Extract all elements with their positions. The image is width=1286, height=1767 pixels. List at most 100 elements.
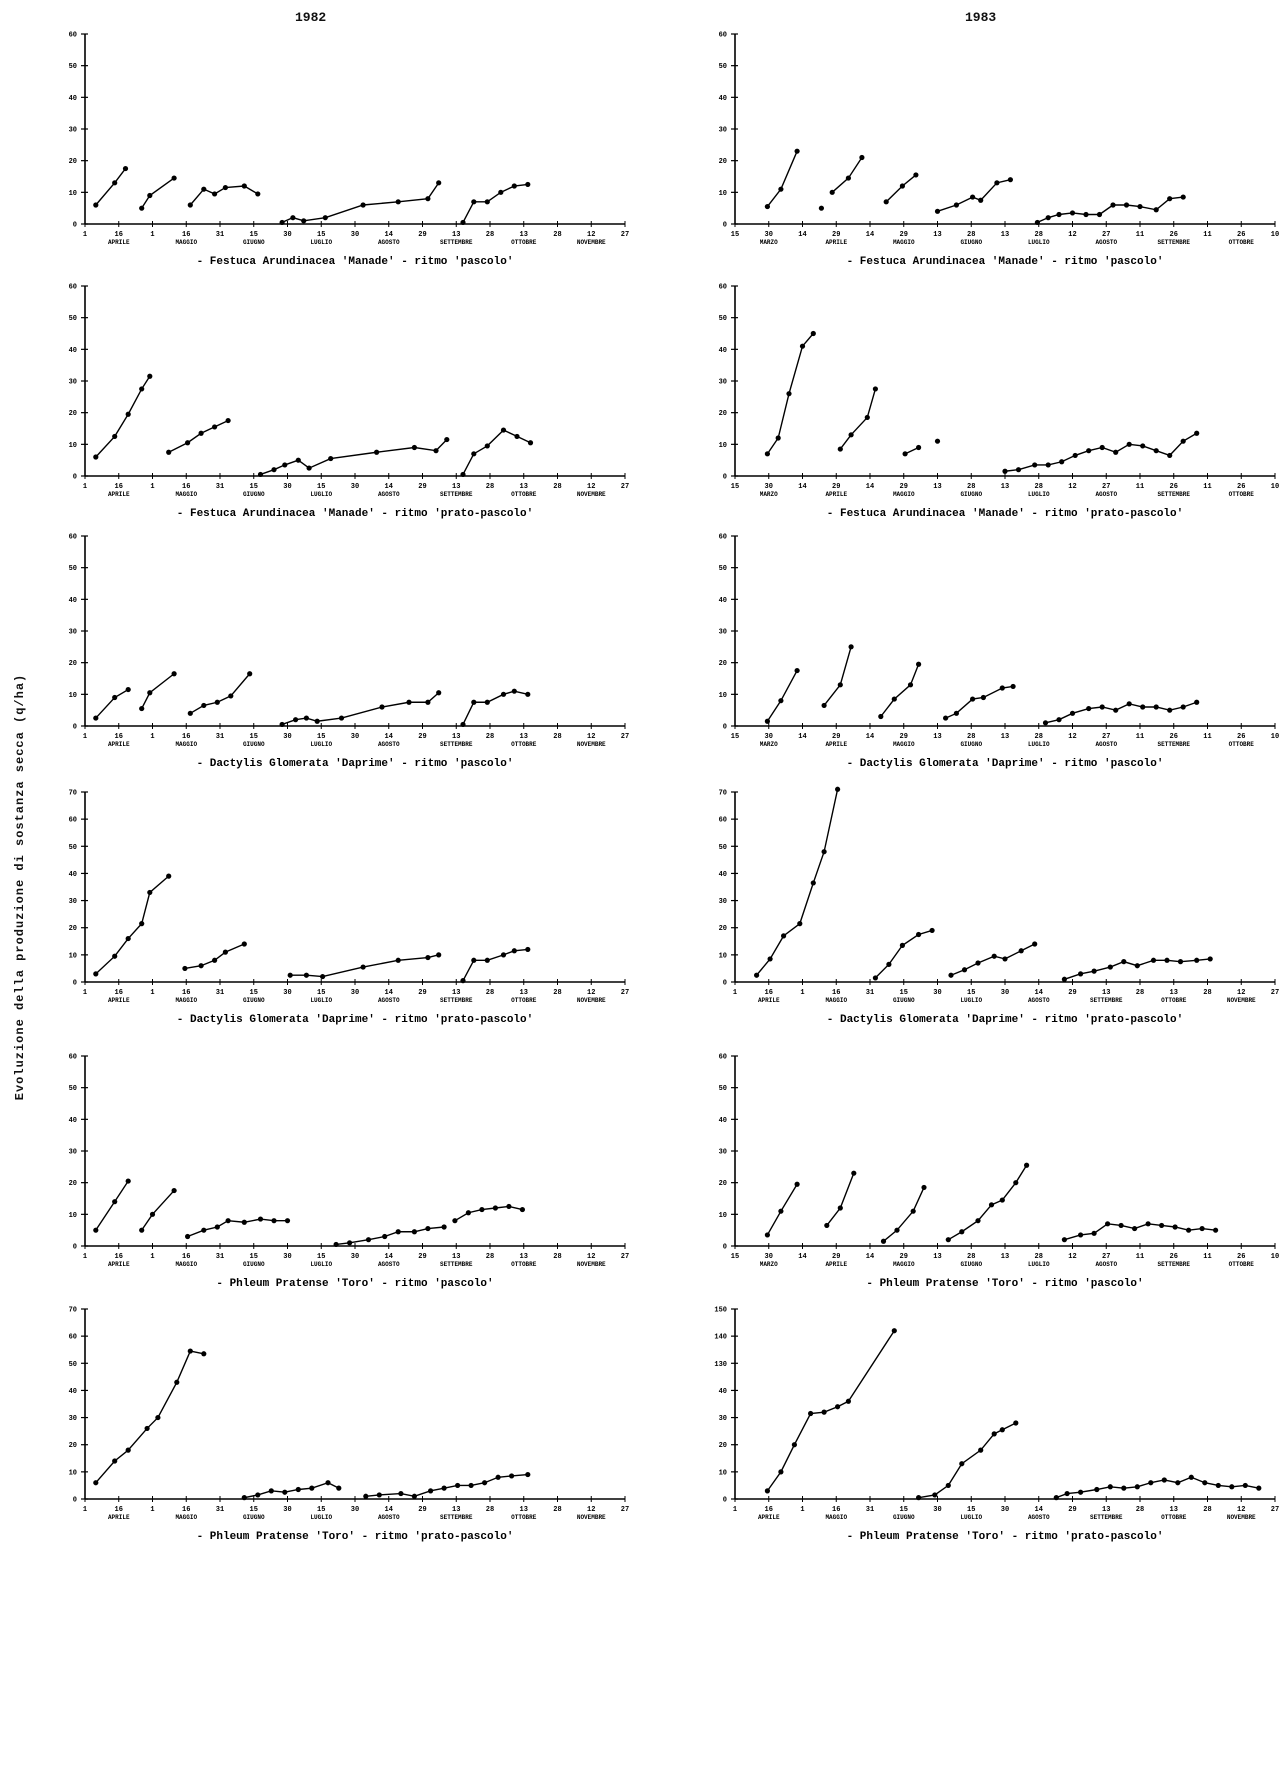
data-point xyxy=(333,1241,339,1248)
series-line xyxy=(189,185,259,206)
x-tick-label: 13 xyxy=(452,1506,460,1514)
x-tick-label: 26 xyxy=(1170,733,1178,741)
data-point xyxy=(125,1178,131,1184)
data-point xyxy=(886,961,892,967)
series-line xyxy=(826,1172,855,1226)
data-point xyxy=(425,954,431,961)
x-tick-label: 1 xyxy=(150,231,154,239)
chart-caption: - Dactylis Glomerata 'Daprime' - ritmo '… xyxy=(177,1014,533,1026)
data-point xyxy=(187,1348,193,1354)
series-line xyxy=(141,177,175,209)
data-point xyxy=(279,219,285,226)
data-point xyxy=(1180,194,1186,200)
y-tick-label: 10 xyxy=(69,442,77,450)
x-month-label: APRILE xyxy=(825,741,847,748)
series-line xyxy=(454,1205,523,1222)
data-point xyxy=(810,880,816,886)
series-line xyxy=(831,157,863,193)
data-point xyxy=(471,199,477,205)
data-point xyxy=(913,172,919,178)
data-point xyxy=(347,1240,353,1246)
y-tick-label: 0 xyxy=(723,222,727,230)
data-point xyxy=(1167,707,1173,713)
x-tick-label: 11 xyxy=(1203,733,1211,741)
y-tick-label: 10 xyxy=(69,1212,77,1220)
data-point xyxy=(1153,448,1159,454)
data-point xyxy=(797,921,803,927)
x-month-label: OTTOBRE xyxy=(511,239,537,246)
data-point xyxy=(500,427,507,433)
data-point xyxy=(837,1205,843,1211)
data-point xyxy=(93,202,99,208)
x-tick-label: 28 xyxy=(486,1253,494,1261)
x-tick-label: 26 xyxy=(1170,1253,1178,1261)
data-point xyxy=(460,721,466,728)
data-point xyxy=(139,705,145,712)
x-month-label: GIUGNO xyxy=(960,741,982,748)
x-tick-label: 29 xyxy=(418,231,426,239)
data-point xyxy=(1099,704,1105,710)
x-tick-label: 16 xyxy=(115,989,123,997)
chart-panel-5: 0 10 20 30 40 50 60 1 16 1 16 31 15 30 15 30 14 29 13 28 13 2… xyxy=(69,534,630,771)
x-month-label: NOVEMBRE xyxy=(577,741,606,748)
data-point xyxy=(338,715,345,721)
data-point xyxy=(425,196,431,202)
x-tick-label: 26 xyxy=(1237,733,1245,741)
y-tick-label: 40 xyxy=(719,347,727,355)
x-month-label: APRILE xyxy=(108,1514,130,1521)
x-tick-label: 30 xyxy=(933,1506,941,1514)
data-point xyxy=(872,386,878,392)
data-point xyxy=(1045,215,1051,221)
x-tick-label: 12 xyxy=(587,1506,595,1514)
x-month-label: MAGGIO xyxy=(175,997,197,1004)
y-tick-label: 20 xyxy=(719,1180,727,1188)
x-tick-label: 30 xyxy=(283,733,291,741)
x-tick-label: 28 xyxy=(486,231,494,239)
x-month-label: SETTEMBRE xyxy=(440,1261,473,1268)
data-point xyxy=(444,436,450,443)
x-month-label: AGOSTO xyxy=(378,1261,400,1268)
x-tick-label: 26 xyxy=(1237,1253,1245,1261)
x-tick-label: 28 xyxy=(553,1506,561,1514)
y-tick-label: 20 xyxy=(69,925,77,933)
data-point xyxy=(511,688,517,694)
x-tick-label: 11 xyxy=(1136,1253,1144,1261)
data-point xyxy=(1032,462,1038,468)
x-tick-label: 26 xyxy=(1237,483,1245,491)
x-month-label: APRILE xyxy=(825,1261,847,1268)
y-tick-label: 40 xyxy=(69,1388,77,1396)
data-point xyxy=(395,199,401,205)
x-tick-label: 14 xyxy=(385,733,393,741)
data-point xyxy=(411,1229,417,1235)
x-tick-label: 28 xyxy=(967,1253,975,1261)
data-point xyxy=(212,424,218,430)
x-tick-label: 1 xyxy=(150,483,154,491)
data-point xyxy=(778,1208,784,1214)
x-tick-label: 16 xyxy=(182,483,190,491)
x-tick-label: 12 xyxy=(1068,733,1076,741)
series-line xyxy=(95,875,170,975)
data-point xyxy=(282,462,288,468)
data-point xyxy=(198,963,204,969)
y-tick-label: 10 xyxy=(69,190,77,198)
y-tick-label: 30 xyxy=(719,629,727,637)
data-point xyxy=(764,1488,770,1494)
data-point xyxy=(201,1227,207,1233)
series-line xyxy=(1045,701,1197,724)
chart-panel-9: 0 10 20 30 40 50 60 1 16 1 16 31 15 30 15 30 14 29 13 28 13 2… xyxy=(69,1054,630,1291)
series-line xyxy=(766,670,798,722)
chart-caption: - Dactylis Glomerata 'Daprime' - ritmo '… xyxy=(827,1014,1183,1026)
x-tick-label: 10 xyxy=(1271,733,1279,741)
data-point xyxy=(436,952,442,958)
x-month-label: NOVEMBRE xyxy=(1227,997,1256,1004)
data-point xyxy=(808,1410,814,1417)
x-tick-label: 15 xyxy=(731,733,739,741)
data-point xyxy=(500,691,507,697)
data-point xyxy=(764,451,770,457)
x-tick-label: 30 xyxy=(765,483,773,491)
data-point xyxy=(1126,701,1132,707)
data-point xyxy=(916,931,922,938)
data-point xyxy=(471,699,477,705)
x-tick-label: 1 xyxy=(83,989,87,997)
x-month-label: OTTOBRE xyxy=(1229,1261,1255,1268)
